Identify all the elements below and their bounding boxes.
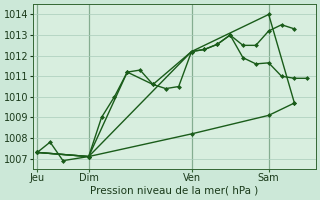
X-axis label: Pression niveau de la mer( hPa ): Pression niveau de la mer( hPa ) — [90, 186, 259, 196]
